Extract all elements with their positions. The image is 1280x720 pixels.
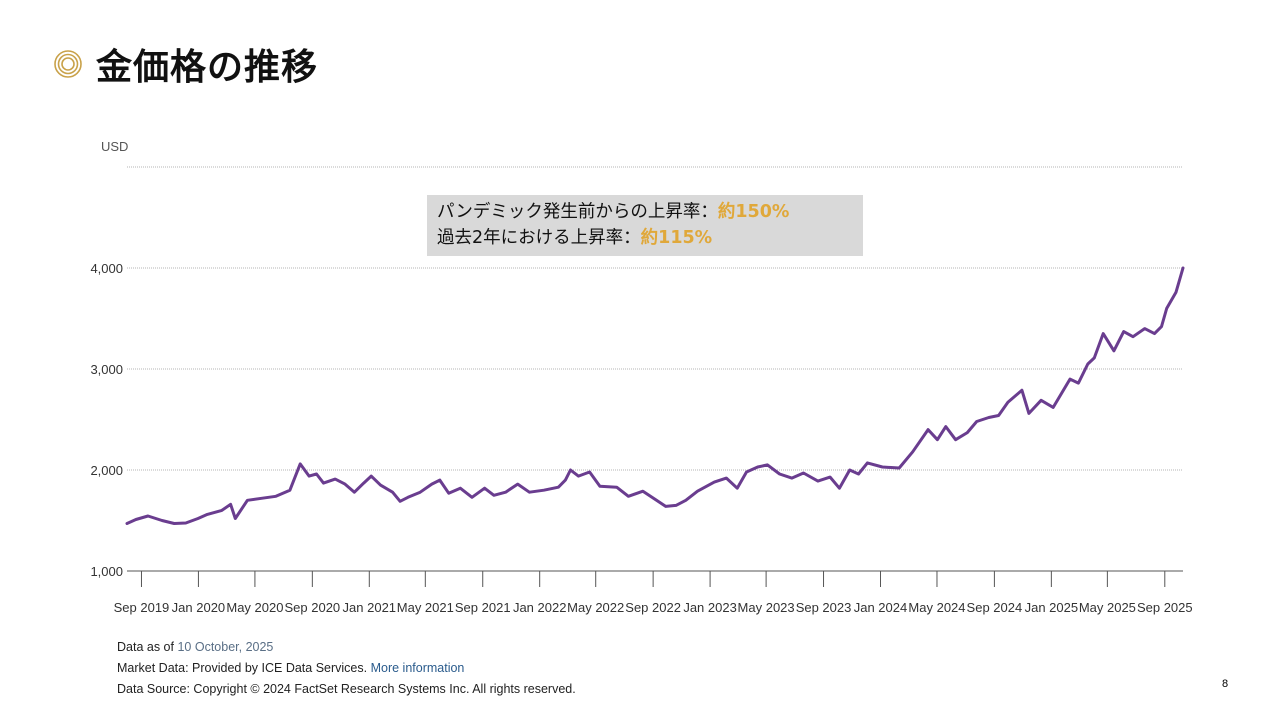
gold-price-line bbox=[125, 266, 1185, 525]
x-axis-ticks: Sep 2019 Jan 2020 May 2020 Sep 2020 Jan 2021… bbox=[114, 571, 1193, 615]
x-tick-label: Jan 2021 bbox=[343, 600, 397, 615]
x-tick-label: May 2023 bbox=[738, 600, 795, 615]
page-number: 8 bbox=[1222, 678, 1229, 690]
annotation-line-2-value: 約115% bbox=[640, 228, 713, 248]
annotation-line-1-text: パンデミック発生前からの上昇率： bbox=[437, 202, 718, 222]
annotation-line-1: パンデミック発生前からの上昇率：約150% bbox=[437, 199, 853, 225]
x-tick-label: May 2020 bbox=[226, 600, 283, 615]
x-tick-label: Jan 2023 bbox=[683, 600, 737, 615]
x-tick-label: Sep 2024 bbox=[967, 600, 1023, 615]
x-tick-label: Sep 2021 bbox=[455, 600, 511, 615]
data-source-line: Data Source: Copyright © 2024 FactSet Re… bbox=[117, 682, 576, 696]
y-tick-label: 4,000 bbox=[90, 261, 123, 276]
x-tick-label: Jan 2022 bbox=[513, 600, 567, 615]
slide-title-row: 金価格の推移 bbox=[52, 38, 318, 90]
data-as-of-line: Data as of 10 October, 2025 bbox=[117, 640, 273, 654]
x-tick-label: Jan 2025 bbox=[1025, 600, 1079, 615]
data-as-of-value: 10 October, 2025 bbox=[177, 640, 274, 654]
x-tick-label: Jan 2024 bbox=[854, 600, 908, 615]
annotation-line-1-value: 約150% bbox=[717, 202, 790, 222]
x-tick-label: May 2025 bbox=[1079, 600, 1136, 615]
x-tick-label: Sep 2019 bbox=[114, 600, 170, 615]
y-axis-unit-label: USD bbox=[101, 139, 128, 154]
x-tick-label: Sep 2025 bbox=[1137, 600, 1193, 615]
x-tick-label: Sep 2022 bbox=[625, 600, 681, 615]
y-tick-label: 1,000 bbox=[90, 564, 123, 579]
annotation-line-2-text: 過去2年における上昇率： bbox=[437, 228, 641, 248]
y-tick-label: 2,000 bbox=[90, 463, 123, 478]
y-axis-ticks: 1,000 2,000 3,000 4,000 bbox=[90, 261, 123, 579]
market-data-line: Market Data: Provided by ICE Data Servic… bbox=[117, 661, 464, 675]
slide-title: 金価格の推移 bbox=[96, 47, 319, 88]
x-tick-label: May 2024 bbox=[908, 600, 965, 615]
x-tick-label: Jan 2020 bbox=[172, 600, 226, 615]
more-information-link[interactable]: More information bbox=[370, 661, 465, 675]
x-tick-label: May 2021 bbox=[397, 600, 454, 615]
data-source-text: Data Source: Copyright © 2024 FactSet Re… bbox=[117, 682, 576, 696]
data-as-of-label: Data as of bbox=[117, 640, 174, 654]
y-tick-label: 3,000 bbox=[90, 362, 123, 377]
x-tick-label: Sep 2020 bbox=[285, 600, 341, 615]
x-tick-label: May 2022 bbox=[567, 600, 624, 615]
market-data-label: Market Data: Provided by ICE Data Servic… bbox=[117, 661, 368, 675]
concentric-circles-icon bbox=[54, 50, 82, 78]
chart-gridlines bbox=[127, 166, 1183, 572]
x-tick-label: Sep 2023 bbox=[796, 600, 852, 615]
rate-of-increase-box: パンデミック発生前からの上昇率：約150% 過去2年における上昇率：約115% bbox=[427, 195, 863, 256]
annotation-line-2: 過去2年における上昇率：約115% bbox=[437, 225, 853, 251]
